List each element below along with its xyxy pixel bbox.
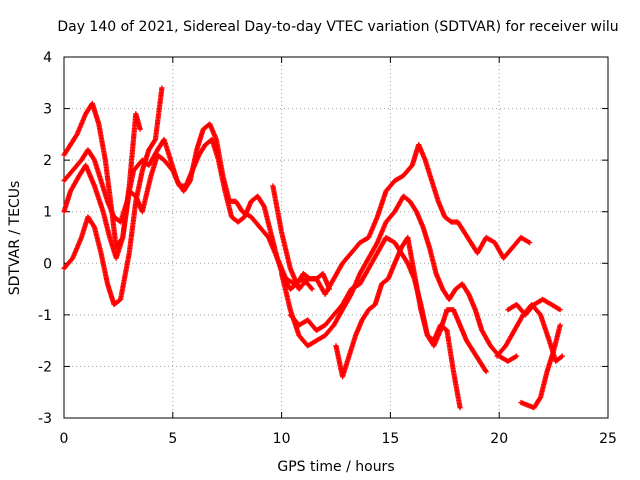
- y-tick-label: -2: [38, 359, 52, 375]
- data-point-marker: [514, 353, 520, 359]
- data-point-marker: [309, 286, 315, 292]
- series-track-c: [61, 136, 333, 292]
- grid-lines: [64, 57, 608, 418]
- x-tick-label: 25: [599, 431, 617, 447]
- x-axis-label: GPS time / hours: [277, 459, 394, 475]
- chart-title: Day 140 of 2021, Sidereal Day-to-day VTE…: [57, 19, 618, 35]
- y-tick-label: 4: [43, 50, 52, 66]
- data-point-marker: [557, 307, 563, 313]
- series-track-j: [494, 301, 565, 364]
- x-tick-label: 20: [490, 431, 508, 447]
- data-point-marker: [557, 322, 563, 328]
- data-point-marker: [559, 353, 565, 359]
- x-tick-label: 0: [60, 431, 69, 447]
- series-track-h: [333, 234, 463, 411]
- plot-frame: [63, 56, 609, 419]
- data-point-marker: [137, 126, 143, 132]
- x-tick-label: 10: [273, 431, 291, 447]
- y-tick-label: 3: [43, 102, 52, 118]
- y-tick-label: 0: [43, 256, 52, 272]
- data-point-marker: [159, 85, 165, 91]
- y-tick-label: 1: [43, 205, 52, 221]
- data-series: [61, 85, 565, 411]
- data-point-marker: [483, 368, 489, 375]
- series-track-d: [61, 85, 165, 308]
- x-tick-label: 15: [381, 431, 399, 447]
- y-tick-label: -1: [38, 308, 52, 324]
- series-track-k: [518, 322, 563, 411]
- data-point-marker: [457, 405, 463, 411]
- series-track-f: [279, 193, 520, 364]
- x-tick-label: 5: [168, 431, 177, 447]
- y-axis-label: SDTVAR / TECUs: [7, 181, 23, 296]
- series-track-g: [287, 234, 489, 375]
- series-track-e: [270, 142, 533, 297]
- y-tick-label: 2: [43, 153, 52, 169]
- y-tick-label: -3: [38, 411, 52, 427]
- axis-ticks: 0 5 10 15 20 25 -3 -2 -1 0 1 2 3 4: [38, 50, 617, 447]
- data-point-marker: [527, 240, 533, 246]
